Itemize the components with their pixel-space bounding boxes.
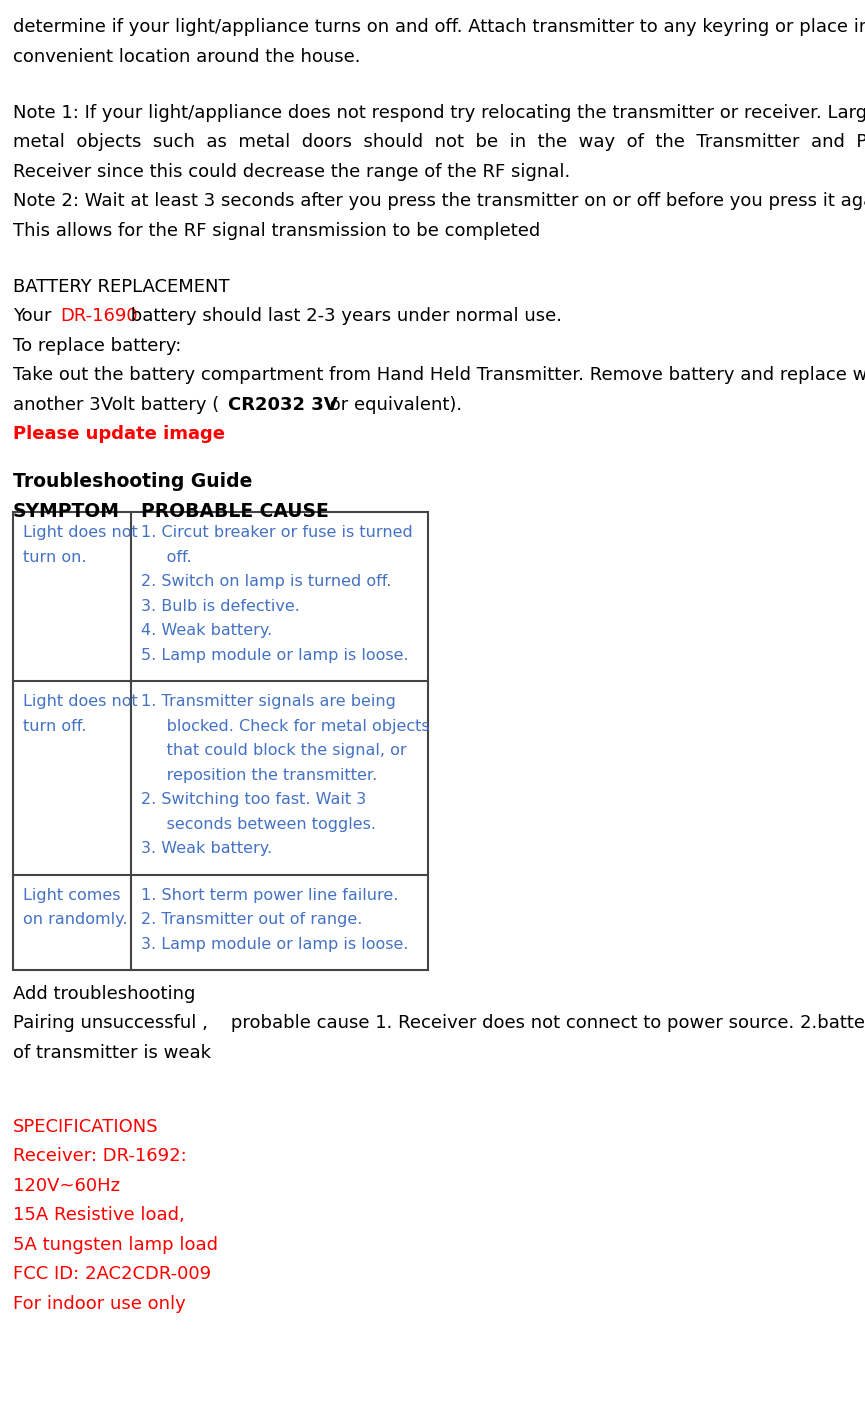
Text: that could block the signal, or: that could block the signal, or [141,743,407,759]
Text: For indoor use only: For indoor use only [13,1295,186,1313]
Text: CR2032 3V: CR2032 3V [228,396,338,414]
Text: or equivalent).: or equivalent). [324,396,463,414]
Text: Light does not: Light does not [23,695,138,709]
Text: 3. Weak battery.: 3. Weak battery. [141,841,272,856]
Text: Your: Your [13,308,57,325]
Text: Light does not: Light does not [23,525,138,540]
Text: Please update image: Please update image [13,425,225,442]
Text: SYMPTOM: SYMPTOM [13,502,120,520]
Text: 2. Switching too fast. Wait 3: 2. Switching too fast. Wait 3 [141,793,366,807]
Text: To replace battery:: To replace battery: [13,336,182,354]
Text: 1. Short term power line failure.: 1. Short term power line failure. [141,888,399,903]
Text: another 3Volt battery (: another 3Volt battery ( [13,396,219,414]
Text: BATTERY REPLACEMENT: BATTERY REPLACEMENT [13,278,229,295]
Text: 120V~60Hz: 120V~60Hz [13,1177,120,1194]
Text: blocked. Check for metal objects: blocked. Check for metal objects [141,719,430,733]
Text: This allows for the RF signal transmission to be completed: This allows for the RF signal transmissi… [13,221,541,240]
Text: 5A tungsten lamp load: 5A tungsten lamp load [13,1235,218,1254]
Text: 2. Transmitter out of range.: 2. Transmitter out of range. [141,912,362,927]
Text: Light comes: Light comes [23,888,120,903]
Text: off.: off. [141,550,192,564]
Text: convenient location around the house.: convenient location around the house. [13,47,361,65]
Text: 3. Bulb is defective.: 3. Bulb is defective. [141,598,300,614]
Text: Add troubleshooting: Add troubleshooting [13,986,195,1003]
Text: Receiver: DR-1692:: Receiver: DR-1692: [13,1147,187,1166]
Text: 15A Resistive load,: 15A Resistive load, [13,1207,185,1224]
Text: battery should last 2-3 years under normal use.: battery should last 2-3 years under norm… [125,308,562,325]
Text: Note 2: Wait at least 3 seconds after you press the transmitter on or off before: Note 2: Wait at least 3 seconds after yo… [13,191,865,210]
Text: of transmitter is weak: of transmitter is weak [13,1044,211,1062]
Text: Troubleshooting Guide: Troubleshooting Guide [13,472,253,491]
Text: metal  objects  such  as  metal  doors  should  not  be  in  the  way  of  the  : metal objects such as metal doors should… [13,133,865,152]
Text: reposition the transmitter.: reposition the transmitter. [141,767,377,783]
Bar [13,512,428,970]
Text: PROBABLE CAUSE: PROBABLE CAUSE [141,502,329,520]
Text: determine if your light/appliance turns on and off. Attach transmitter to any ke: determine if your light/appliance turns … [13,18,865,35]
Text: 2. Switch on lamp is turned off.: 2. Switch on lamp is turned off. [141,574,391,588]
Text: Pairing unsuccessful ,    probable cause 1. Receiver does not connect to power s: Pairing unsuccessful , probable cause 1.… [13,1014,865,1032]
Text: seconds between toggles.: seconds between toggles. [141,817,376,831]
Text: turn off.: turn off. [23,719,87,733]
Text: 3. Lamp module or lamp is loose.: 3. Lamp module or lamp is loose. [141,937,408,951]
Text: 1. Circut breaker or fuse is turned: 1. Circut breaker or fuse is turned [141,525,413,540]
Text: on randomly.: on randomly. [23,912,127,927]
Text: turn on.: turn on. [23,550,87,564]
Text: 4. Weak battery.: 4. Weak battery. [141,623,272,638]
Text: SPECIFICATIONS: SPECIFICATIONS [13,1117,158,1136]
Text: Receiver since this could decrease the range of the RF signal.: Receiver since this could decrease the r… [13,163,570,180]
Text: FCC ID: 2AC2CDR-009: FCC ID: 2AC2CDR-009 [13,1265,211,1283]
Text: Take out the battery compartment from Hand Held Transmitter. Remove battery and : Take out the battery compartment from Ha… [13,366,865,384]
Text: Note 1: If your light/appliance does not respond try relocating the transmitter : Note 1: If your light/appliance does not… [13,104,865,122]
Text: DR-1690: DR-1690 [60,308,138,325]
Text: 5. Lamp module or lamp is loose.: 5. Lamp module or lamp is loose. [141,648,408,662]
Text: 1. Transmitter signals are being: 1. Transmitter signals are being [141,695,396,709]
